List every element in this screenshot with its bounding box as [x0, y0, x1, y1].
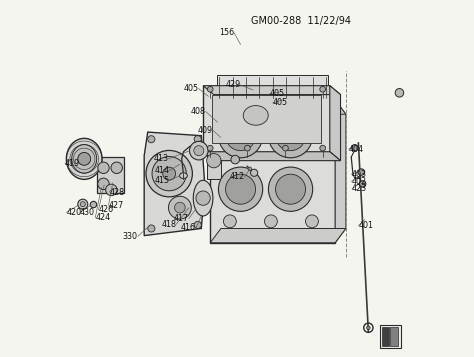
Circle shape — [283, 145, 288, 151]
Text: 412: 412 — [230, 172, 245, 181]
Text: 402: 402 — [351, 177, 366, 186]
Text: 414: 414 — [154, 166, 169, 175]
Circle shape — [359, 181, 366, 187]
Ellipse shape — [66, 138, 102, 180]
Circle shape — [264, 215, 277, 228]
Polygon shape — [203, 86, 340, 95]
Circle shape — [251, 169, 258, 176]
Circle shape — [168, 196, 191, 219]
Polygon shape — [203, 152, 340, 161]
Bar — [382, 327, 389, 346]
Circle shape — [245, 145, 250, 151]
Text: 426: 426 — [99, 205, 114, 215]
Circle shape — [275, 174, 306, 204]
Circle shape — [219, 167, 263, 211]
Circle shape — [358, 169, 365, 175]
Polygon shape — [335, 100, 346, 243]
Circle shape — [395, 89, 404, 97]
Circle shape — [174, 202, 185, 213]
Circle shape — [320, 145, 326, 151]
Circle shape — [226, 174, 255, 204]
Circle shape — [226, 121, 255, 151]
Circle shape — [207, 145, 213, 151]
Ellipse shape — [72, 145, 97, 173]
Text: 423: 423 — [352, 184, 367, 193]
Text: 427: 427 — [109, 201, 124, 210]
Bar — [212, 95, 321, 143]
Bar — [210, 100, 335, 243]
Circle shape — [148, 136, 155, 143]
Circle shape — [194, 136, 201, 143]
Circle shape — [106, 184, 117, 196]
Circle shape — [223, 215, 236, 228]
Circle shape — [148, 225, 155, 232]
Circle shape — [194, 146, 204, 156]
Bar — [390, 327, 398, 346]
Text: 415: 415 — [155, 176, 170, 185]
Polygon shape — [330, 86, 340, 161]
Text: 424: 424 — [95, 213, 110, 222]
Text: GM00-288  11/22/94: GM00-288 11/22/94 — [251, 16, 351, 26]
Circle shape — [111, 162, 122, 174]
Text: 416: 416 — [181, 223, 196, 232]
Circle shape — [352, 145, 358, 151]
Circle shape — [80, 202, 85, 207]
Text: 417: 417 — [173, 214, 189, 223]
Text: 420: 420 — [66, 208, 82, 217]
Polygon shape — [210, 100, 346, 114]
Text: 330: 330 — [123, 232, 138, 241]
Bar — [207, 143, 221, 178]
Circle shape — [268, 114, 313, 158]
Ellipse shape — [243, 106, 268, 125]
Circle shape — [163, 167, 175, 180]
Circle shape — [320, 86, 326, 92]
Bar — [203, 86, 330, 152]
Circle shape — [219, 114, 263, 158]
Circle shape — [196, 191, 210, 205]
Text: 156: 156 — [219, 28, 234, 37]
Circle shape — [190, 141, 208, 160]
Ellipse shape — [193, 180, 213, 216]
Circle shape — [152, 156, 186, 191]
Circle shape — [98, 162, 109, 174]
Circle shape — [268, 167, 313, 211]
Circle shape — [78, 152, 91, 165]
Text: 419: 419 — [65, 159, 80, 168]
Circle shape — [275, 121, 306, 151]
Circle shape — [207, 154, 221, 168]
Bar — [218, 75, 328, 100]
Circle shape — [194, 221, 201, 228]
Circle shape — [207, 86, 213, 92]
Text: 405: 405 — [183, 84, 199, 93]
Circle shape — [248, 167, 252, 171]
Bar — [97, 157, 124, 193]
Bar — [380, 325, 401, 348]
Text: 430: 430 — [80, 208, 95, 217]
Circle shape — [231, 155, 239, 164]
Text: 409: 409 — [198, 126, 213, 135]
Circle shape — [90, 201, 97, 208]
Circle shape — [306, 215, 319, 228]
Text: 429: 429 — [225, 80, 241, 90]
Polygon shape — [210, 228, 346, 243]
Polygon shape — [144, 132, 205, 236]
Ellipse shape — [180, 173, 187, 178]
Text: 404: 404 — [348, 145, 364, 154]
Text: 403: 403 — [351, 170, 366, 179]
Text: 408: 408 — [191, 107, 206, 116]
Text: 401: 401 — [358, 221, 374, 230]
Text: 405: 405 — [270, 89, 285, 98]
Text: 428: 428 — [109, 187, 124, 197]
Text: 405: 405 — [273, 98, 288, 107]
Circle shape — [78, 199, 88, 209]
Circle shape — [146, 150, 192, 197]
Circle shape — [366, 326, 370, 330]
Text: 418: 418 — [161, 220, 176, 229]
Text: 413: 413 — [154, 154, 168, 164]
Circle shape — [98, 178, 109, 190]
